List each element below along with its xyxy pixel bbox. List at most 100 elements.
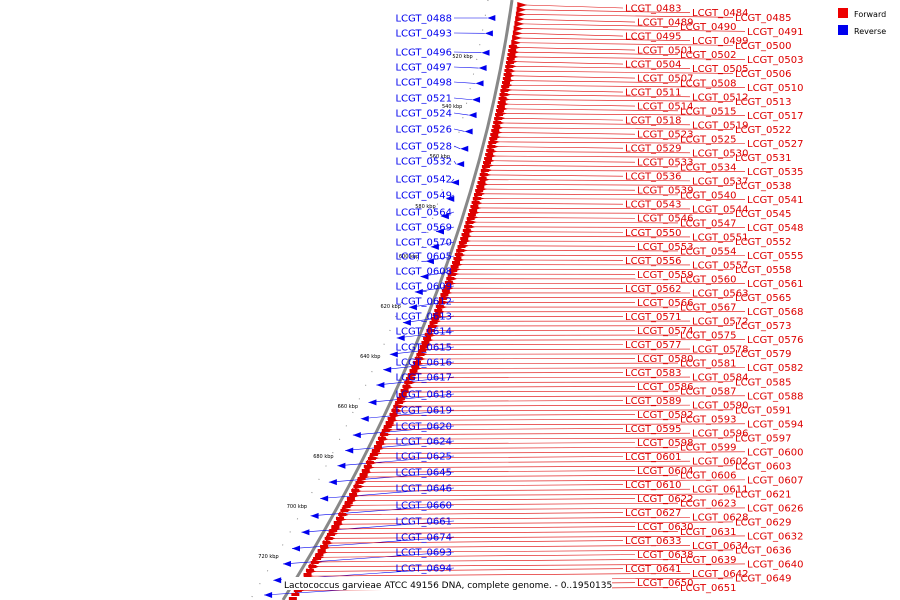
forward-leader-line: [482, 198, 746, 200]
forward-gene-label: LCGT_0621: [735, 489, 792, 500]
forward-gene-block: [379, 433, 388, 436]
forward-gene-block: [303, 573, 312, 576]
forward-leader-line: [500, 132, 636, 135]
forward-gene-block: [427, 325, 436, 328]
forward-gene-block: [317, 549, 326, 552]
forward-leader-line: [476, 217, 636, 219]
reverse-gene-label: LCGT_0608: [395, 267, 452, 278]
forward-gene-block: [508, 45, 517, 48]
forward-gene-block: [346, 497, 355, 500]
forward-gene-label: LCGT_0610: [625, 480, 682, 491]
forward-leader-line: [395, 418, 679, 421]
forward-gene-arrow: [514, 20, 525, 27]
forward-gene-block: [438, 297, 447, 300]
forward-gene-block: [426, 329, 435, 332]
forward-gene-block: [400, 389, 409, 392]
forward-leader-line: [419, 367, 746, 369]
forward-gene-label: LCGT_0491: [747, 27, 804, 38]
forward-gene-label: LCGT_0529: [625, 144, 682, 155]
forward-gene-label: LCGT_0575: [680, 331, 737, 342]
reverse-gene-arrow: [460, 145, 469, 152]
forward-leader-line: [336, 530, 679, 534]
forward-gene-label: LCGT_0607: [747, 475, 804, 486]
forward-gene-block: [453, 257, 462, 260]
forward-gene-label: LCGT_0627: [625, 508, 682, 519]
reverse-gene-arrow: [310, 512, 319, 519]
kbp-tick-label: 620 kbp: [380, 304, 400, 310]
forward-gene-label: LCGT_0599: [680, 443, 737, 454]
reverse-gene-arrow: [420, 273, 429, 280]
forward-gene-block: [329, 529, 338, 532]
forward-gene-label: LCGT_0495: [625, 32, 682, 43]
forward-leader-line: [478, 212, 734, 214]
forward-gene-block: [305, 569, 314, 572]
forward-leader-line: [357, 493, 734, 497]
genome-caption: Lactococcus garvieae ATCC 49156 DNA, com…: [284, 581, 612, 591]
forward-gene-label: LCGT_0506: [735, 69, 792, 80]
forward-gene-label: LCGT_0490: [680, 22, 737, 33]
forward-gene-block: [496, 105, 505, 108]
forward-leader-line: [520, 37, 691, 42]
forward-gene-block: [335, 517, 344, 520]
forward-leader-line: [393, 423, 746, 426]
forward-gene-block: [416, 353, 425, 356]
forward-leader-line: [514, 70, 734, 74]
forward-leader-line: [513, 75, 636, 79]
forward-gene-label: LCGT_0595: [625, 424, 682, 435]
forward-gene-block: [385, 421, 394, 424]
forward-leader-line: [522, 23, 679, 27]
forward-gene-label: LCGT_0606: [680, 471, 737, 482]
reverse-gene-arrow: [273, 577, 282, 584]
reverse-leader-line: [453, 66, 479, 69]
forward-gene-block: [477, 181, 486, 184]
reverse-gene-arrow: [430, 243, 439, 250]
forward-gene-block: [308, 565, 317, 568]
forward-leader-line: [487, 179, 691, 182]
reverse-gene-arrow: [472, 96, 481, 103]
forward-gene-label: LCGT_0517: [747, 111, 804, 122]
forward-gene-label: LCGT_0513: [735, 97, 792, 108]
forward-gene-label: LCGT_0563: [692, 288, 749, 299]
forward-gene-label: LCGT_0582: [747, 363, 804, 374]
forward-gene-label: LCGT_0632: [747, 531, 804, 542]
forward-gene-block: [344, 501, 353, 504]
reverse-gene-arrow: [408, 304, 417, 311]
forward-gene-block: [490, 133, 499, 136]
forward-gene-label: LCGT_0544: [692, 204, 749, 215]
forward-leader-line: [511, 84, 746, 88]
reverse-gene-arrow: [425, 258, 434, 265]
forward-gene-label: LCGT_0556: [625, 256, 682, 267]
forward-gene-label: LCGT_0519: [692, 120, 749, 131]
reverse-gene-label: LCGT_0498: [395, 78, 452, 89]
forward-gene-block: [480, 169, 489, 172]
reverse-gene-arrow: [446, 195, 455, 202]
reverse-gene-label: LCGT_0616: [395, 358, 452, 369]
forward-leader-line: [517, 51, 679, 56]
forward-gene-block: [288, 597, 297, 600]
forward-gene-label: LCGT_0626: [747, 503, 804, 514]
forward-gene-label: LCGT_0622: [637, 494, 694, 505]
forward-leader-line: [352, 502, 679, 506]
forward-gene-label: LCGT_0591: [735, 405, 792, 416]
forward-gene-block: [375, 441, 384, 444]
reverse-gene-label: LCGT_0526: [395, 125, 452, 136]
forward-leader-line: [391, 428, 624, 431]
forward-gene-label: LCGT_0588: [747, 391, 804, 402]
forward-gene-block: [506, 57, 515, 60]
forward-gene-block: [495, 113, 504, 116]
forward-gene-block: [507, 53, 516, 56]
forward-gene-label: LCGT_0583: [625, 368, 682, 379]
forward-gene-label: LCGT_0538: [735, 181, 792, 192]
forward-gene-arrow: [513, 25, 524, 32]
forward-leader-line: [423, 358, 636, 360]
forward-gene-label: LCGT_0640: [747, 559, 804, 570]
forward-leader-line: [427, 348, 691, 350]
forward-gene-label: LCGT_0650: [637, 578, 694, 589]
genome-backbone-arc: [281, 0, 514, 600]
reverse-gene-arrow: [345, 447, 354, 454]
forward-gene-label: LCGT_0508: [680, 78, 737, 89]
kbp-tick-label: 720 kbp: [258, 554, 278, 560]
forward-leader-line: [354, 498, 636, 501]
forward-leader-line: [407, 395, 746, 398]
forward-leader-line: [518, 47, 636, 51]
